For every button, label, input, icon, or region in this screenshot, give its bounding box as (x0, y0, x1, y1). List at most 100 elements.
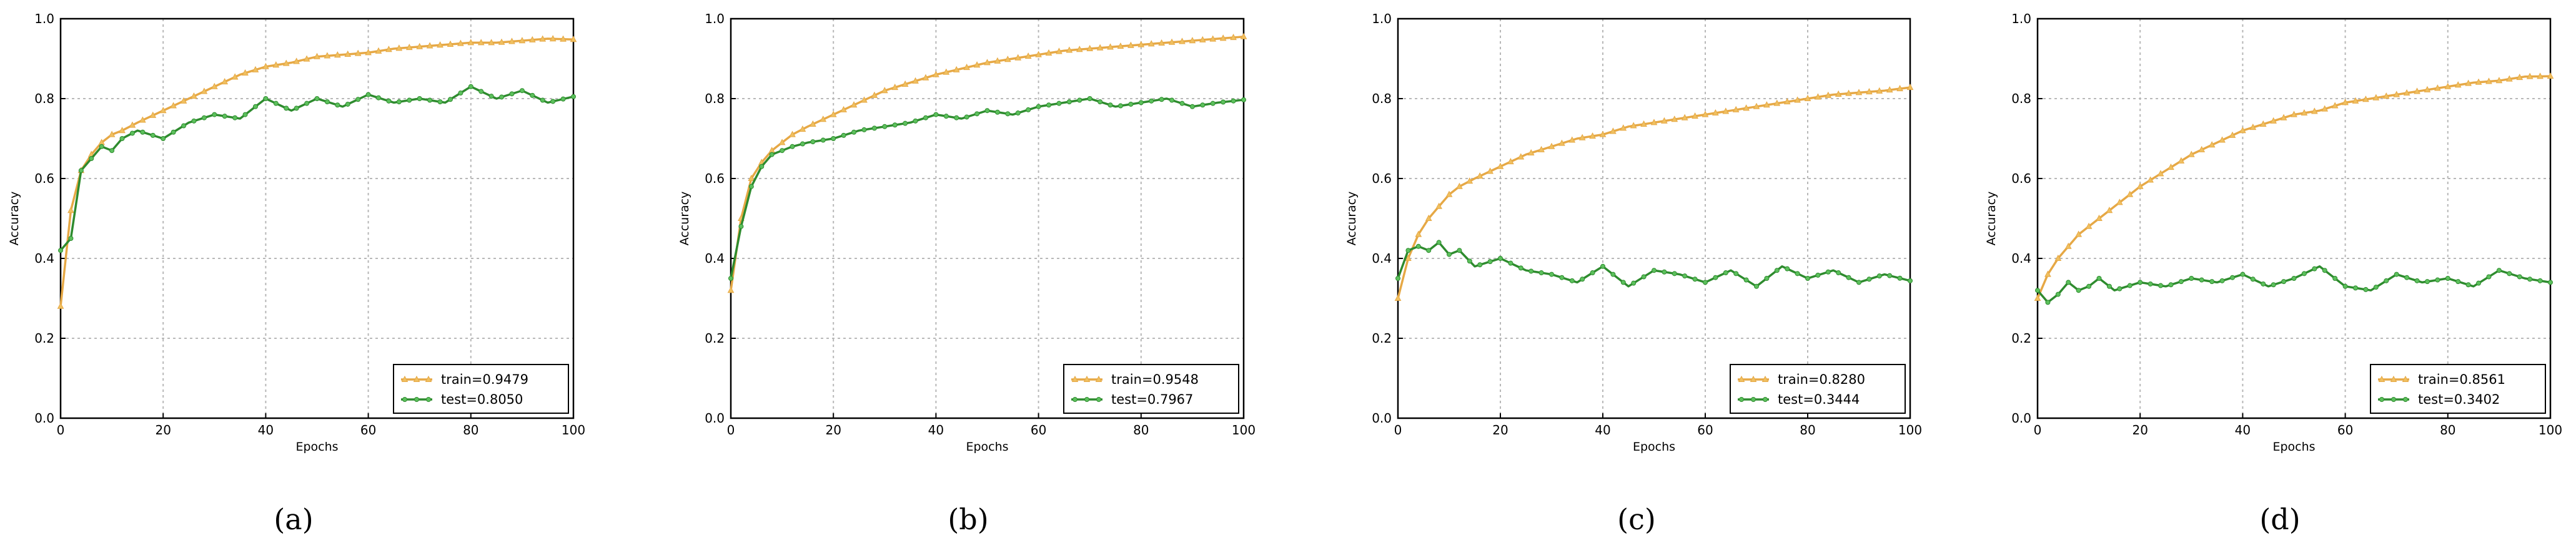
data-point-train (282, 59, 290, 66)
data-point-train (1671, 115, 1678, 122)
data-point-train (549, 35, 557, 42)
data-point-test (2147, 281, 2153, 286)
data-point-train (1906, 84, 1914, 91)
data-point-train (2414, 87, 2420, 94)
data-point-train (1640, 120, 1647, 127)
data-point-test (1508, 260, 1513, 266)
data-point-test (109, 148, 115, 154)
data-point-test (1743, 277, 1749, 283)
data-point-test (1149, 98, 1154, 104)
y-tick-label: 0.8 (2011, 91, 2031, 106)
axes-frame (2036, 17, 2552, 419)
data-point-test (304, 100, 310, 106)
data-point-train (1866, 88, 1873, 95)
data-point-test (728, 276, 733, 281)
data-point-train (2454, 81, 2462, 88)
data-point-train (2526, 72, 2534, 79)
data-point-train (891, 84, 899, 91)
data-point-test (1426, 248, 1432, 253)
data-point-test (913, 118, 918, 124)
data-point-train (1568, 136, 1576, 143)
data-point-test (2219, 278, 2225, 283)
legend-box (393, 364, 569, 414)
data-point-test (1528, 268, 1534, 274)
data-point-test (2445, 276, 2450, 281)
data-point-test (1825, 269, 1831, 275)
data-point-train (2465, 79, 2472, 86)
y-tick-label: 0.2 (705, 331, 725, 346)
data-point-train (2403, 89, 2410, 96)
data-point-test (1179, 100, 1185, 106)
data-point-test (58, 248, 63, 253)
data-point-train (252, 66, 259, 72)
data-point-test (1477, 262, 1483, 268)
series-line-train (59, 37, 574, 306)
data-point-test (903, 120, 908, 126)
data-point-train (1425, 214, 1432, 221)
legend-marker (1071, 375, 1079, 382)
data-point-test (161, 136, 166, 141)
data-point-train (778, 139, 786, 145)
data-point-test (1805, 276, 1810, 281)
data-point-train (365, 49, 372, 56)
data-point-train (1681, 114, 1688, 120)
legend-label-train: train=0.8561 (2418, 372, 2505, 387)
data-point-train (2444, 82, 2452, 89)
data-point-train (1692, 112, 1698, 119)
data-point-train (881, 87, 888, 94)
data-point-train (467, 39, 475, 46)
data-point-test (386, 98, 392, 104)
data-point-train (314, 52, 320, 59)
data-point-test (2394, 272, 2399, 277)
data-point-test (478, 89, 484, 94)
data-point-test (263, 96, 269, 101)
data-point-test (1487, 259, 1493, 265)
data-point-test (252, 104, 258, 109)
data-point-train (1783, 98, 1791, 105)
data-point-train (221, 78, 229, 85)
data-point-train (1127, 41, 1134, 48)
data-point-train (1630, 122, 1637, 129)
data-point-test (2189, 276, 2194, 281)
data-point-train (1794, 96, 1801, 103)
data-point-test (831, 136, 836, 141)
data-point-test (1723, 270, 1728, 276)
data-point-train (1610, 127, 1617, 134)
data-point-train (2311, 107, 2318, 114)
data-point-train (1076, 46, 1083, 52)
data-point-train (1722, 107, 1730, 114)
data-point-train (1199, 36, 1206, 42)
data-point-test (2424, 279, 2430, 285)
data-point-train (242, 69, 249, 76)
data-point-train (2249, 124, 2257, 130)
data-point-train (789, 130, 796, 137)
data-point-test (201, 115, 207, 120)
data-point-train (1753, 102, 1760, 109)
data-point-train (1589, 132, 1596, 139)
data-point-train (518, 37, 526, 44)
x-axis-label: Epochs (295, 440, 338, 454)
data-point-test (810, 139, 816, 145)
data-point-train (799, 125, 806, 132)
data-point-test (284, 105, 289, 111)
data-point-train (2054, 254, 2062, 261)
data-point-train (488, 39, 495, 46)
legend-label-test: test=0.3444 (1778, 392, 1860, 407)
series-line-test (2036, 265, 2551, 304)
x-tick-label: 0 (57, 423, 65, 438)
data-point-test (324, 99, 330, 105)
data-point-train (2259, 120, 2267, 127)
legend-marker (1073, 397, 1077, 402)
x-tick-label: 100 (562, 423, 585, 438)
data-point-test (396, 99, 402, 105)
data-point-test (2045, 300, 2051, 305)
data-point-train (973, 61, 981, 68)
data-point-test (861, 127, 867, 132)
data-point-test (119, 136, 125, 141)
data-point-test (892, 122, 898, 128)
data-point-test (2507, 271, 2512, 276)
data-point-test (242, 112, 248, 117)
data-point-train (1558, 139, 1565, 146)
data-point-test (550, 99, 556, 104)
data-point-test (376, 95, 382, 100)
